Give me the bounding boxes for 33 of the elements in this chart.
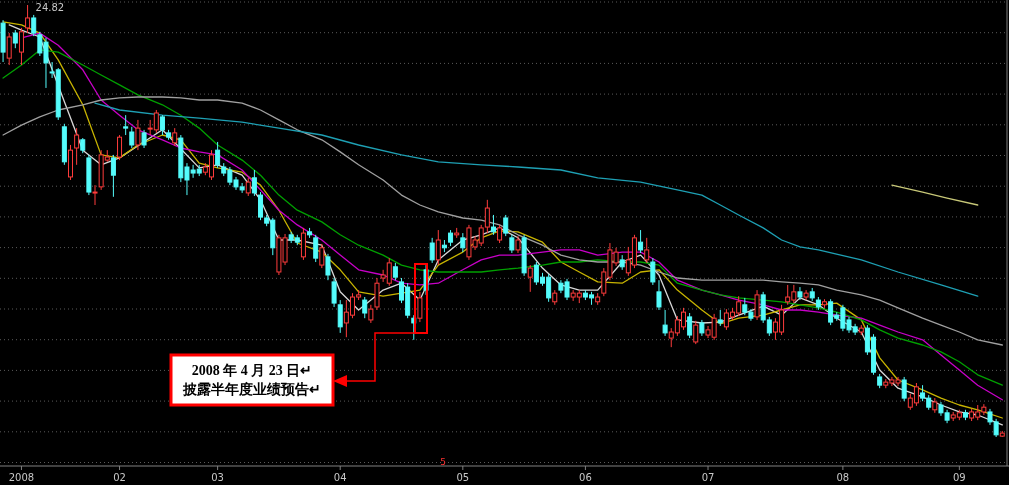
candlestick [656,279,662,311]
candlestick [331,277,337,308]
candlestick [490,214,496,236]
candlestick [803,289,809,301]
x-tick-label: 09 [952,472,966,483]
candlestick [515,235,521,254]
x-tick-label: 05 [456,472,470,483]
x-tick-label: 07 [701,472,715,483]
candlestick [325,253,331,281]
x-tick-label: 08 [836,472,850,483]
candlestick [0,19,6,63]
x-tick-label: 2008 [8,472,35,483]
candlestick [797,286,803,301]
candlestick [86,154,92,196]
x-tick-label: 06 [579,472,592,483]
candlestick [215,141,221,169]
annotation: 2008 年 4 月 23 日↵ 披露半年度业绩预告↵ [182,363,321,397]
x-tick-label: 04 [333,472,347,483]
candlestick [417,291,423,323]
candlestick [662,309,668,337]
candlestick [509,234,515,254]
candlestick [141,129,147,149]
candlestick [135,119,141,151]
candlestick [374,277,380,311]
annotation: 24.82 [35,2,65,13]
text: 5 [440,457,446,467]
candlestick [521,234,527,277]
x-tick-label: 03 [211,472,224,483]
candlestick [92,184,98,206]
x-tick-label: 02 [113,472,126,483]
candlestick [368,304,374,324]
candlestick [699,319,705,337]
candlestick [754,289,760,321]
